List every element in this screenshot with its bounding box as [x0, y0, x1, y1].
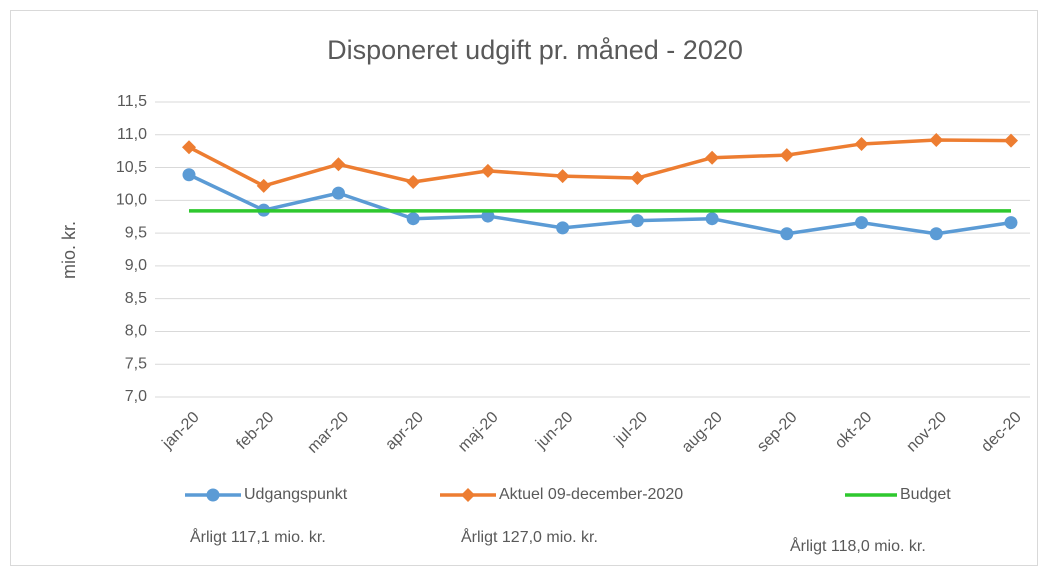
data-point [854, 136, 869, 151]
legend-label: Aktuel 09-december-2020 [499, 486, 683, 503]
series-line [188, 138, 1012, 188]
annotation: Årligt 117,1 mio. kr. [190, 527, 326, 546]
data-point [406, 174, 421, 189]
data-point [855, 216, 869, 230]
y-tick-label: 10,5 [116, 159, 147, 176]
data-point [481, 209, 495, 223]
data-point [780, 227, 794, 241]
data-point [705, 212, 719, 226]
y-tick-label: 8,5 [125, 290, 147, 307]
legend-marker [461, 488, 475, 502]
data-point [256, 178, 271, 193]
data-point [929, 133, 944, 148]
y-tick-label: 10,0 [116, 192, 147, 209]
y-tick-label: 7,5 [125, 355, 147, 372]
annotation: Årligt 118,0 mio. kr. [790, 536, 926, 555]
series-line [188, 173, 1012, 236]
y-tick-label: 8,0 [125, 323, 147, 340]
legend-label: Udgangspunkt [244, 486, 348, 503]
annotation: Årligt 127,0 mio. kr. [461, 527, 598, 546]
data-point [555, 169, 570, 184]
y-tick-label: 11,5 [117, 93, 147, 110]
y-tick-label: 9,0 [125, 257, 147, 274]
data-point [779, 148, 794, 163]
y-tick-label: 11,0 [117, 126, 147, 143]
data-point [1004, 133, 1018, 148]
data-point [705, 150, 720, 165]
data-point [480, 163, 495, 178]
chart-title: Disponeret udgift pr. måned - 2020 [327, 35, 743, 65]
y-axis-label: mio. kr. [59, 221, 79, 279]
data-point [929, 227, 943, 241]
legend-marker [206, 488, 220, 502]
data-point [331, 186, 345, 200]
data-point [1004, 216, 1018, 230]
y-tick-label: 7,0 [125, 388, 147, 405]
data-point [331, 157, 346, 172]
data-point [182, 168, 196, 182]
data-point [182, 140, 196, 155]
data-point [556, 221, 570, 235]
legend-label: Budget [900, 486, 951, 503]
y-tick-label: 9,5 [125, 224, 147, 241]
data-point [630, 214, 644, 228]
data-point [630, 171, 645, 186]
data-point [406, 212, 420, 226]
chart-border [10, 10, 1038, 566]
